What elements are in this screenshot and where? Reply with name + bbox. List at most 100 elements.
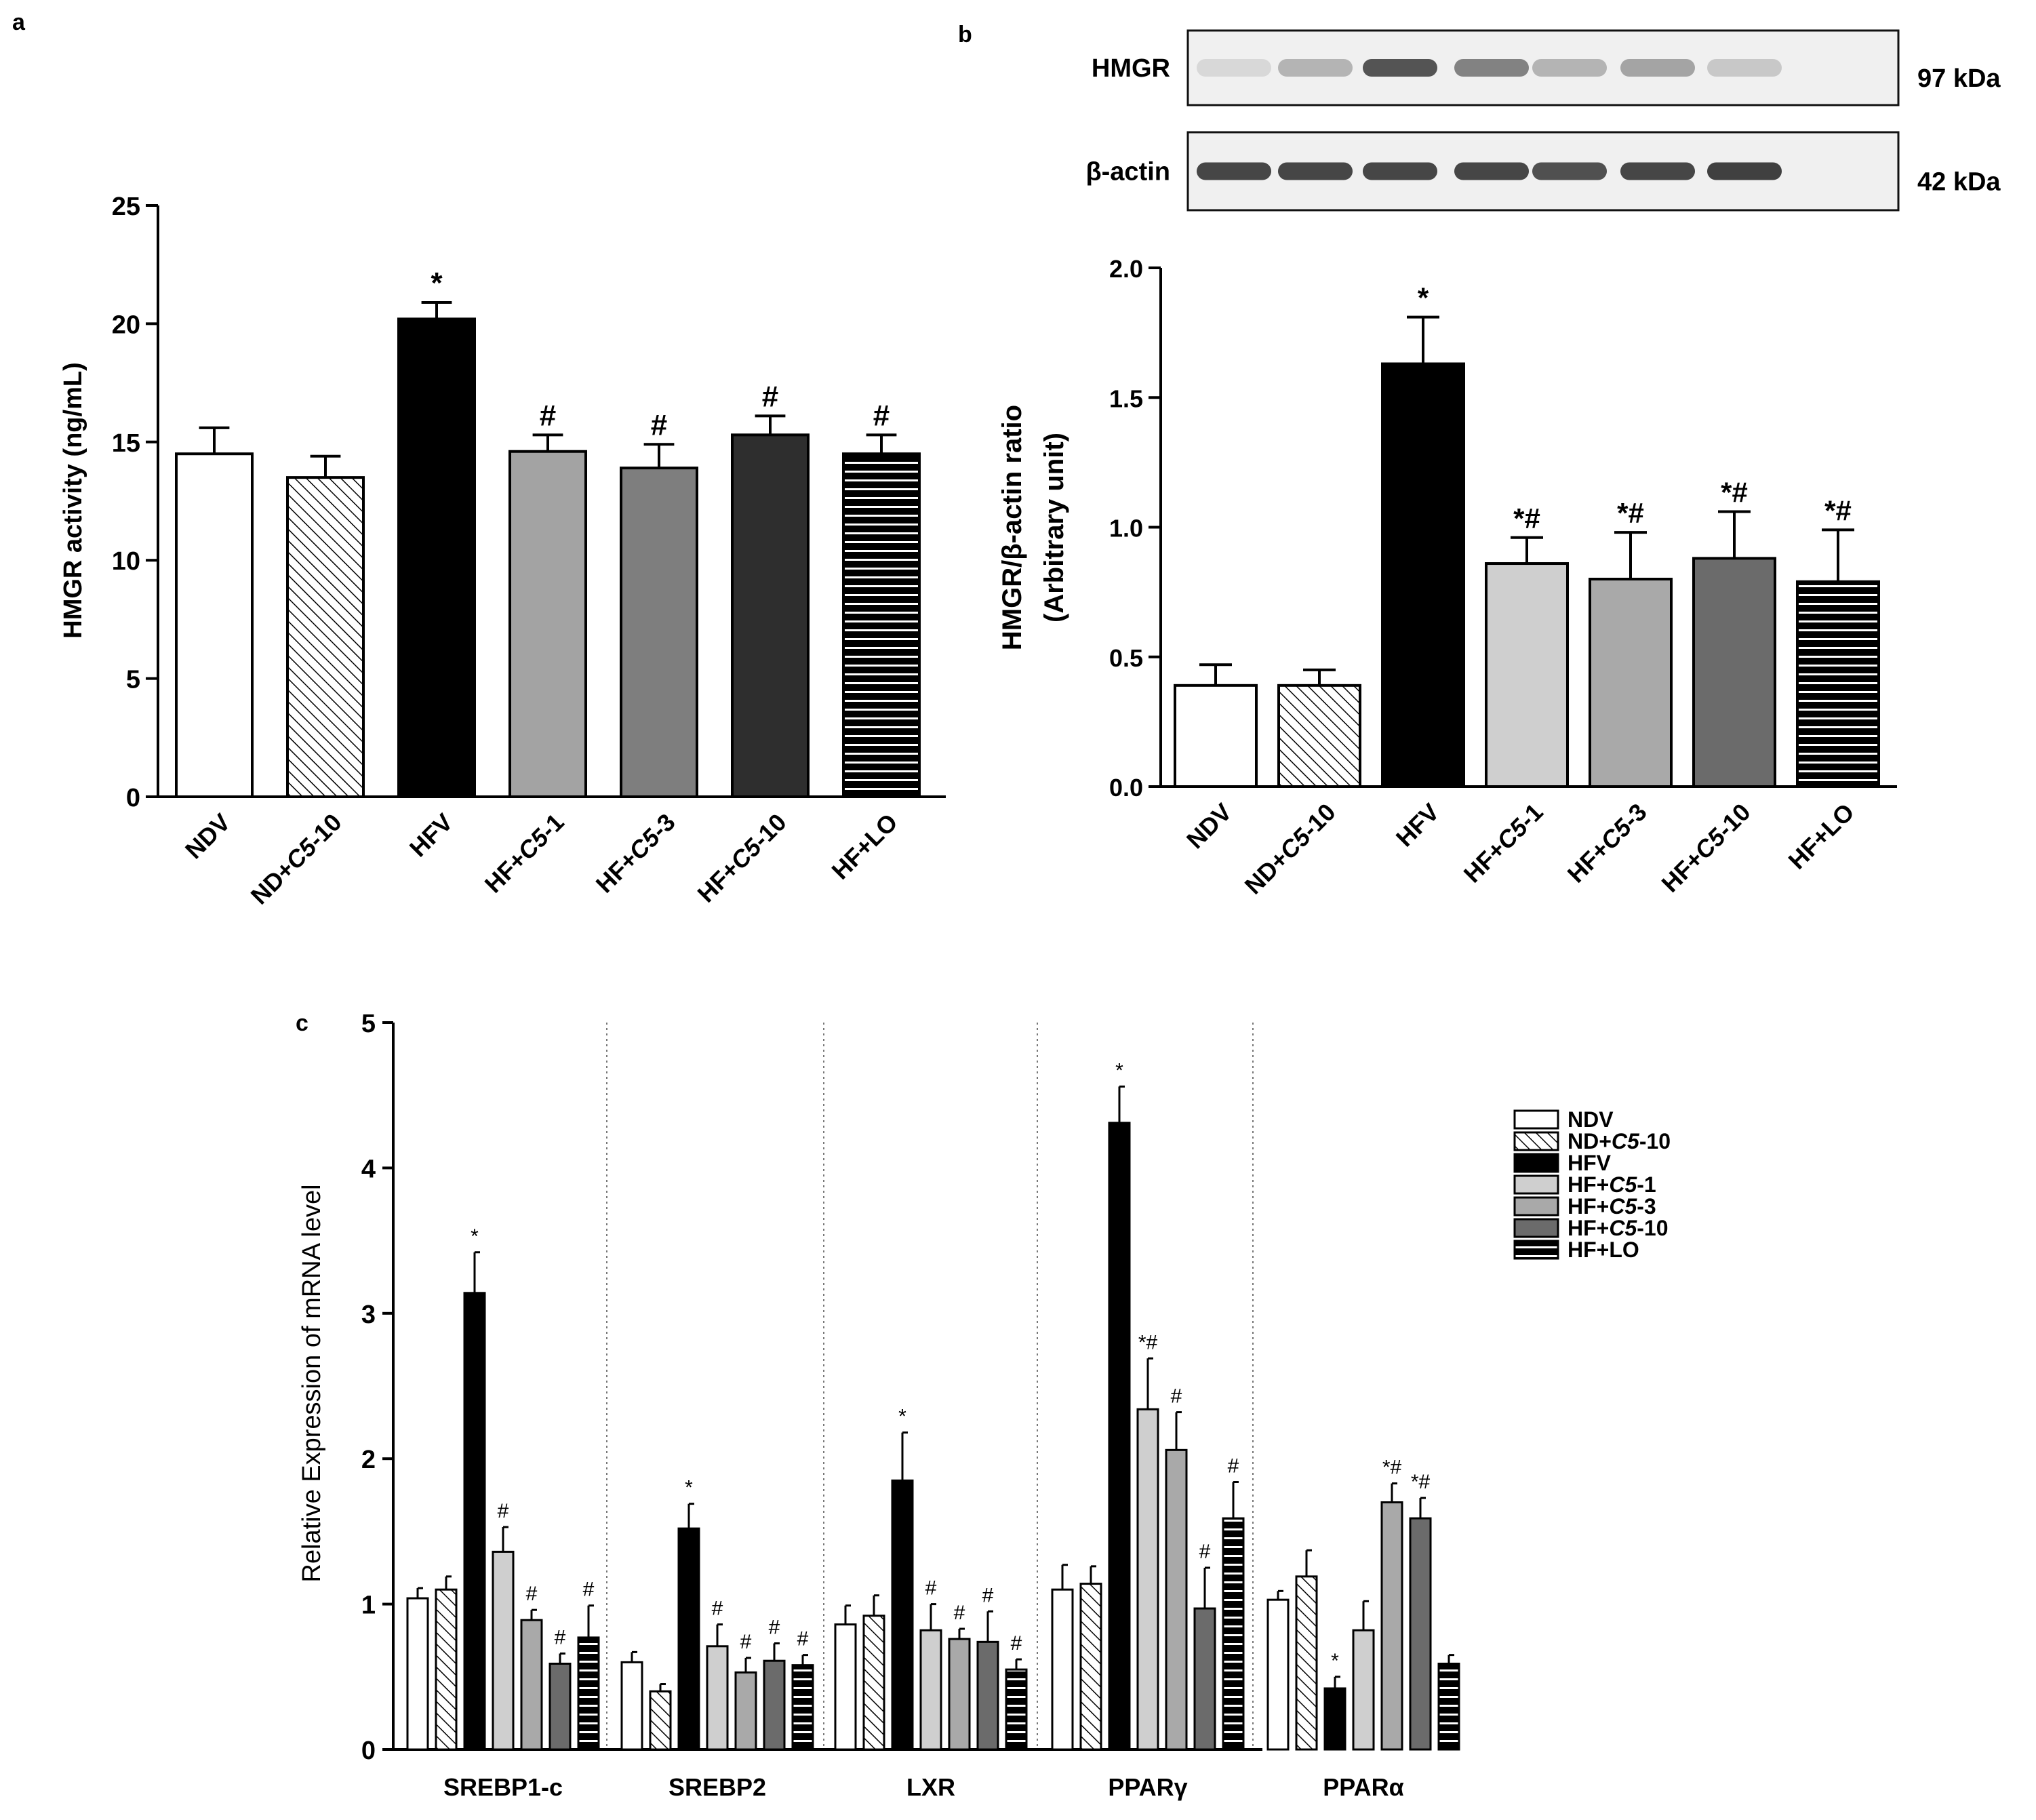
significance-mark: *: [685, 1477, 693, 1499]
bar: [976, 1640, 999, 1751]
bar: [1381, 362, 1465, 788]
x-tick-label: NDV: [1181, 798, 1237, 854]
bar: [862, 1615, 885, 1751]
label-part: -10: [1639, 1129, 1671, 1153]
significance-mark: *#: [1382, 1457, 1402, 1479]
significance-mark: *#: [1513, 502, 1540, 534]
label-part: HF+: [1568, 1216, 1609, 1240]
y-tick-label: 15: [112, 429, 140, 458]
y-tick-label: 0: [126, 784, 140, 812]
bar: [919, 1629, 942, 1751]
x-tick-label: HFV: [404, 808, 458, 863]
label-part: -3: [1637, 1194, 1656, 1219]
bar: [1193, 1607, 1216, 1751]
bar: [1266, 1598, 1290, 1751]
y-tick-label: 5: [361, 1010, 376, 1038]
label-part: NDV: [1181, 798, 1237, 854]
bar: [1323, 1687, 1346, 1751]
blot-band: [1532, 59, 1607, 77]
bar: [577, 1636, 600, 1751]
bar: [406, 1597, 429, 1751]
label-part: -10: [1637, 1216, 1668, 1240]
legend-swatch: [1513, 1153, 1559, 1173]
y-tick-label: 1: [361, 1591, 376, 1620]
significance-mark: #: [873, 399, 890, 432]
legend-swatch: [1513, 1174, 1559, 1195]
bar: [1108, 1122, 1131, 1751]
blot-band: [1363, 59, 1437, 77]
group-label: SREBP2: [668, 1773, 766, 1801]
blot-band: [1278, 59, 1353, 77]
x-tick-label: HF+C5-3: [591, 808, 681, 898]
legend-swatch: [1513, 1131, 1559, 1151]
x-tick-label: ND+C5-10: [1239, 798, 1341, 900]
bar: [649, 1690, 672, 1751]
significance-mark: #: [982, 1584, 994, 1606]
bar: [734, 1671, 757, 1751]
label-part: HF+LO: [1568, 1238, 1639, 1262]
blot-band: [1454, 59, 1529, 77]
significance-mark: *: [898, 1406, 906, 1428]
blot-row-label: β-actin: [1085, 158, 1170, 186]
legend-label: ND+C5-10: [1568, 1129, 1671, 1153]
significance-mark: *#: [1617, 497, 1644, 529]
western-blot: HMGR 97 kDa β-actin 42 kDa: [1085, 29, 2001, 212]
label-part: HF+: [1568, 1172, 1609, 1197]
significance-mark: #: [925, 1577, 937, 1600]
significance-mark: #: [769, 1616, 780, 1638]
bar: [1051, 1588, 1074, 1751]
legend-label: HF+C5-1: [1568, 1172, 1656, 1197]
label-part: HFV: [404, 808, 458, 863]
y-axis-title: Relative Expression of mRNA level: [298, 1184, 326, 1582]
bar: [842, 452, 921, 798]
panel-label-c: c: [296, 1010, 308, 1036]
significance-mark: #: [712, 1598, 723, 1620]
significance-mark: #: [555, 1626, 566, 1648]
legend-label: HF+LO: [1568, 1238, 1639, 1262]
significance-mark: *: [471, 1225, 479, 1248]
legend-swatch: [1513, 1109, 1559, 1130]
legend-swatch: [1513, 1218, 1559, 1238]
y-tick-label: 2.0: [1109, 255, 1143, 283]
x-tick-label: HF+C5-10: [1656, 798, 1756, 898]
bar: [731, 433, 810, 798]
y-tick-label: 25: [112, 193, 140, 221]
significance-mark: *#: [1411, 1471, 1431, 1493]
legend-swatch: [1513, 1196, 1559, 1216]
bar: [1352, 1629, 1375, 1751]
significance-mark: *: [1331, 1650, 1339, 1672]
label-part: NDV: [1568, 1107, 1614, 1132]
legend-swatch: [1513, 1240, 1559, 1260]
bar: [1409, 1517, 1432, 1751]
bar: [620, 467, 698, 799]
bar: [1005, 1668, 1028, 1751]
x-tick-label: HF+LO: [1783, 798, 1860, 875]
label-part: -1: [1637, 1172, 1656, 1197]
y-axis-title-line1: HMGR/β-actin ratio: [997, 405, 1027, 650]
x-tick-label: HFV: [1391, 798, 1445, 852]
x-tick-label: HF+C5-1: [479, 808, 570, 898]
bar: [620, 1661, 643, 1751]
significance-mark: *#: [1824, 494, 1852, 526]
label-part: HFV: [1568, 1151, 1612, 1175]
bar: [175, 452, 254, 798]
blot-band: [1278, 162, 1353, 180]
x-tick-label: HF+C5-3: [1562, 798, 1652, 888]
bar: [1380, 1501, 1403, 1751]
bar: [763, 1659, 786, 1751]
label-part: HFV: [1391, 798, 1445, 852]
significance-mark: #: [954, 1602, 965, 1624]
blot-band: [1532, 162, 1607, 180]
y-axis-title: HMGR activity (ng/mL): [59, 362, 87, 638]
blot-band: [1197, 59, 1271, 77]
blot-band: [1363, 162, 1437, 180]
significance-mark: #: [526, 1583, 538, 1605]
significance-mark: #: [651, 408, 667, 441]
blot-band: [1707, 59, 1782, 77]
bar: [1079, 1583, 1102, 1751]
bar: [548, 1663, 572, 1751]
bar: [1485, 562, 1569, 788]
blot-kda-label: 42 kDa: [1917, 168, 2001, 197]
bar: [463, 1292, 486, 1751]
